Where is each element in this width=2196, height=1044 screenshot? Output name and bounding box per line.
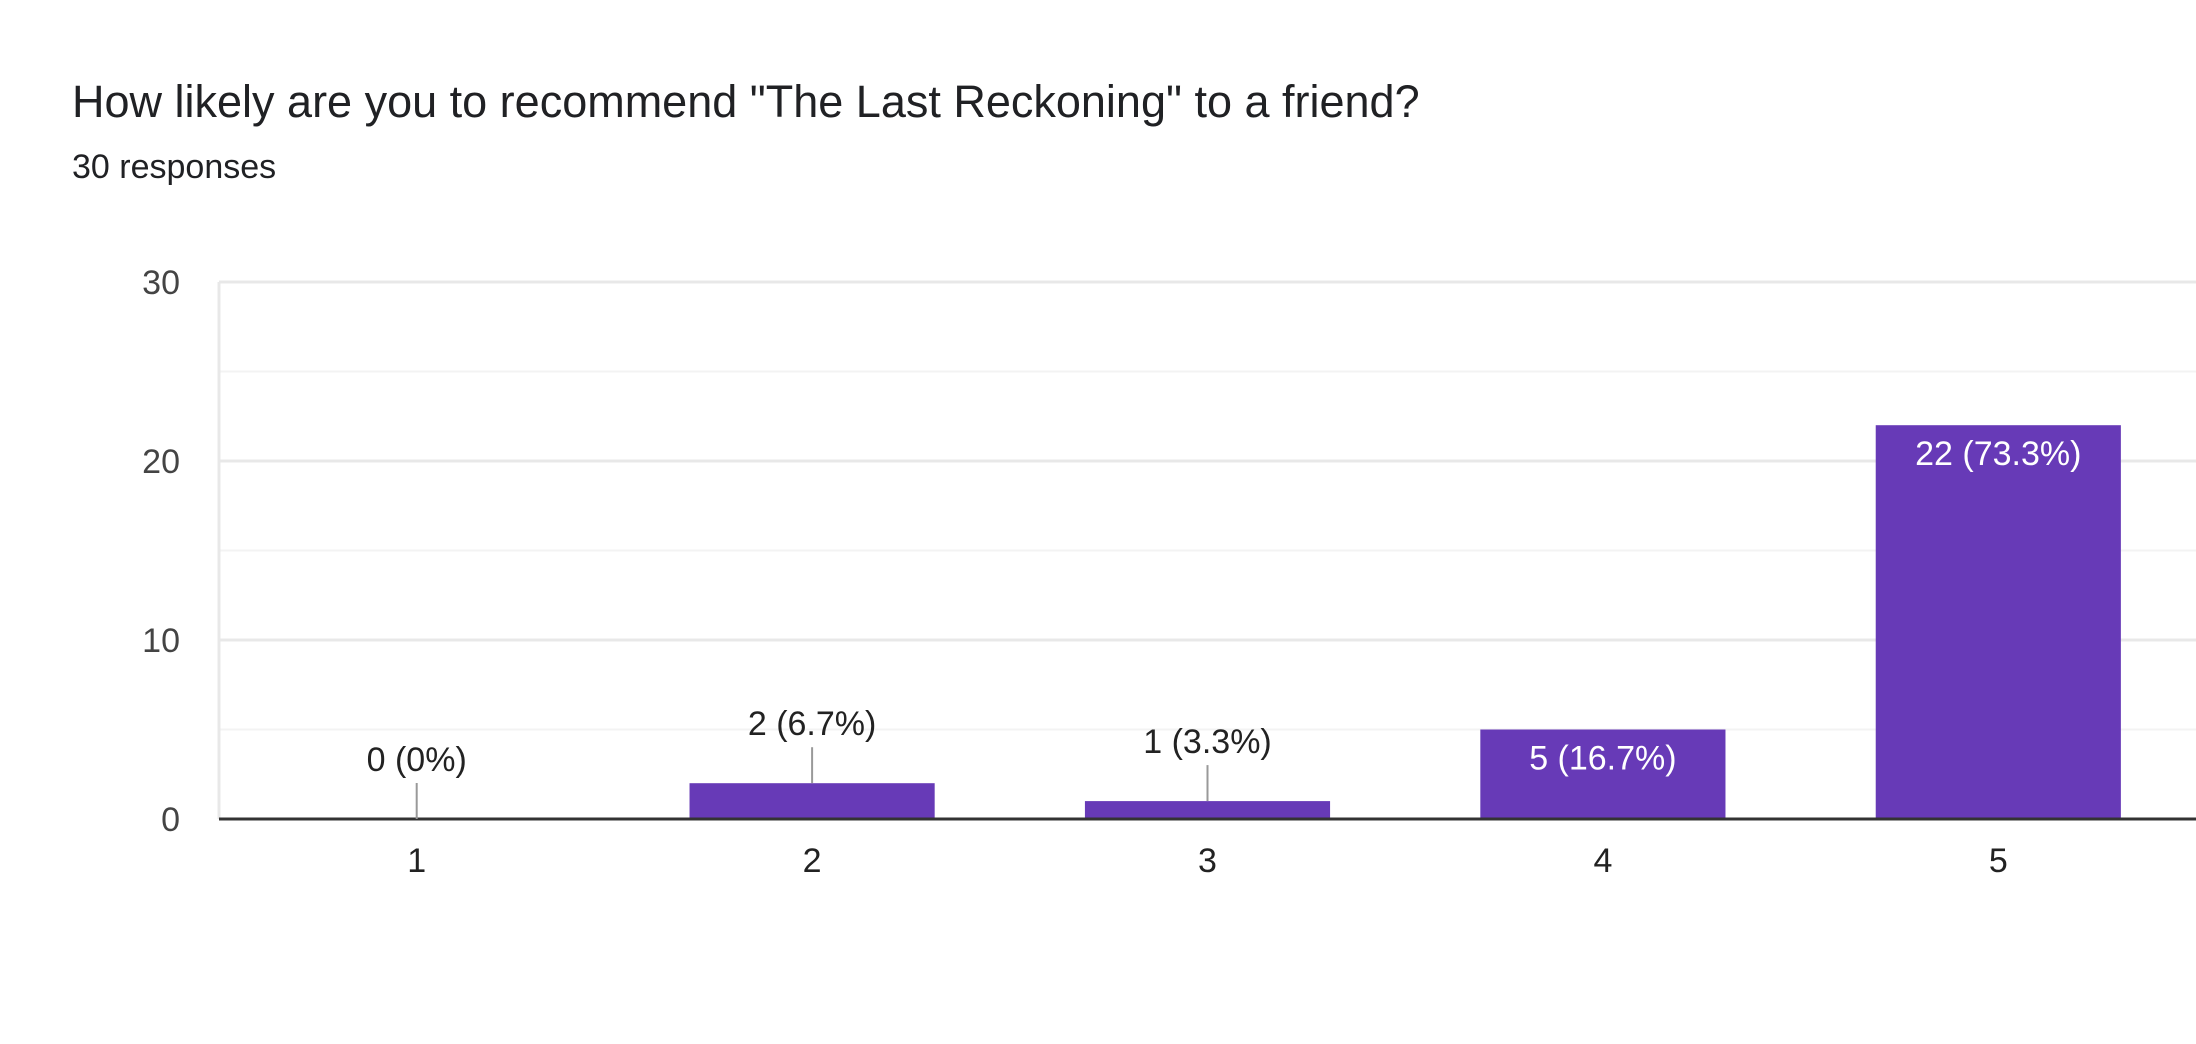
bar-2 — [689, 783, 935, 819]
data-label-4: 5 (16.7%) — [1529, 740, 1676, 778]
x-tick-label: 2 — [803, 842, 822, 880]
y-tick-label: 30 — [142, 264, 180, 302]
x-tick-label: 3 — [1198, 842, 1217, 880]
question-title: How likely are you to recommend "The Las… — [72, 76, 1420, 127]
data-labels: 0 (0%) 2 (6.7%) 1 (3.3%) 5 (16.7%) 22 (73.3%… — [367, 435, 2081, 819]
data-label-5: 22 (73.3%) — [1915, 435, 2081, 473]
data-label-2: 2 (6.7%) — [748, 705, 877, 743]
y-tick-label: 10 — [142, 622, 180, 660]
y-tick-label: 0 — [161, 801, 180, 839]
x-tick-label: 5 — [1989, 842, 2008, 880]
y-tick-label: 20 — [142, 443, 180, 481]
bar-5 — [1875, 425, 2121, 819]
x-tick-label: 1 — [407, 842, 426, 880]
chart-gridlines — [217, 280, 2196, 819]
bar-4 — [1480, 729, 1726, 819]
data-label-3: 1 (3.3%) — [1143, 723, 1272, 761]
response-count: 30 responses — [72, 148, 277, 186]
data-label-1: 0 (0%) — [367, 741, 467, 779]
bar-3 — [1084, 801, 1331, 819]
y-axis-ticks: 0 10 20 30 — [142, 264, 180, 839]
chart-bars — [689, 425, 2121, 819]
x-tick-label: 4 — [1593, 842, 1612, 880]
x-axis-ticks: 1 2 3 4 5 — [407, 842, 2008, 880]
